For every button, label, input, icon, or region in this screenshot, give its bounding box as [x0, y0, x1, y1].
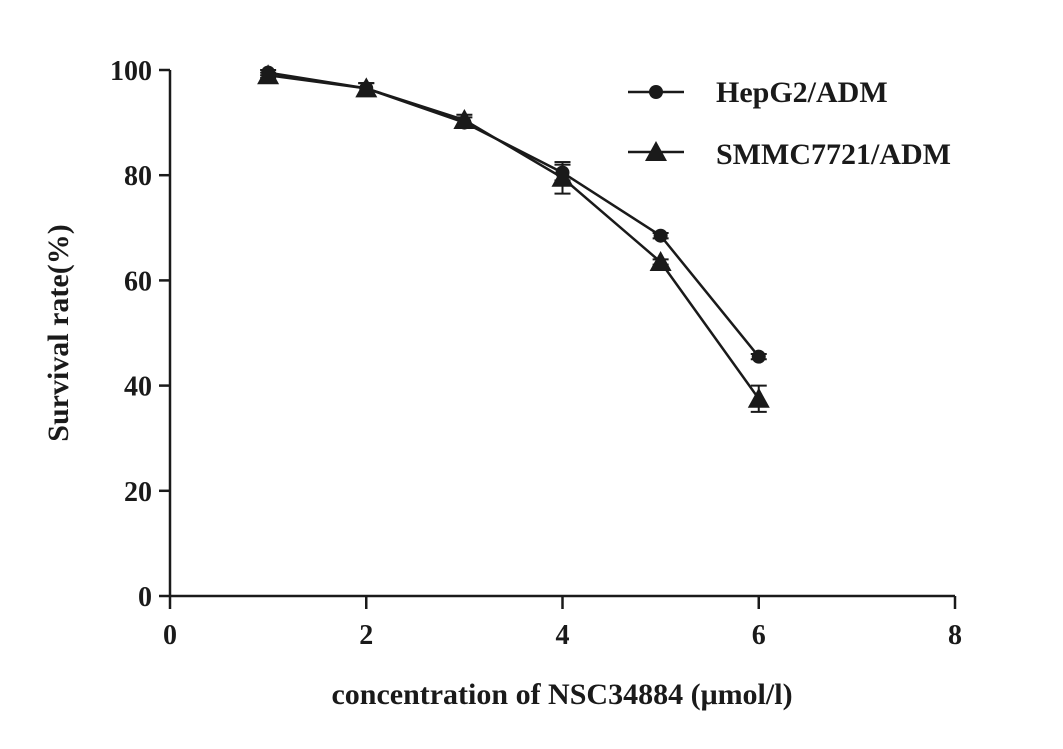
legend-circle-marker	[649, 85, 663, 99]
series-line-hepg2-adm	[267, 71, 760, 358]
data-point-triangle	[453, 109, 476, 129]
y-tick-label: 80	[124, 161, 152, 192]
data-point-triangle	[551, 166, 574, 187]
legend: HepG2/ADM SMMC7721/ADM	[628, 76, 951, 171]
x-tick-label: 2	[359, 620, 373, 651]
series-line-smmc7721-adm	[267, 74, 760, 400]
y-axis-title: Survival rate(%)	[42, 224, 75, 441]
x-tick-label: 8	[948, 620, 962, 651]
data-point-triangle	[747, 387, 770, 408]
legend-item-hepg2: HepG2/ADM	[628, 76, 888, 109]
y-tick-label: 20	[124, 477, 152, 508]
series-hepg2-adm	[260, 65, 767, 364]
legend-item-smmc7721: SMMC7721/ADM	[628, 138, 951, 171]
x-tick-label: 6	[752, 620, 766, 651]
data-point-circle	[751, 349, 766, 364]
y-tick-label: 100	[110, 56, 152, 87]
y-tick-label: 60	[124, 266, 152, 297]
x-ticks: 0 2 4 6 8	[163, 596, 962, 651]
y-ticks: 0 20 40 60 80 100	[110, 56, 170, 613]
y-tick-label: 0	[138, 582, 152, 613]
legend-triangle-marker	[645, 141, 667, 161]
data-point-triangle	[257, 64, 280, 85]
series-layer	[257, 64, 770, 413]
legend-label-hepg2: HepG2/ADM	[716, 76, 888, 109]
x-tick-label: 4	[556, 620, 570, 651]
legend-label-smmc7721: SMMC7721/ADM	[716, 138, 951, 171]
series-smmc7721-adm	[257, 64, 770, 413]
data-point-circle	[653, 228, 668, 243]
y-tick-label: 40	[124, 372, 152, 403]
x-tick-label: 0	[163, 620, 177, 651]
data-point-triangle	[355, 77, 378, 98]
data-point-triangle	[649, 251, 672, 271]
x-axis-title: concentration of NSC34884 (μmol/l)	[331, 678, 792, 711]
